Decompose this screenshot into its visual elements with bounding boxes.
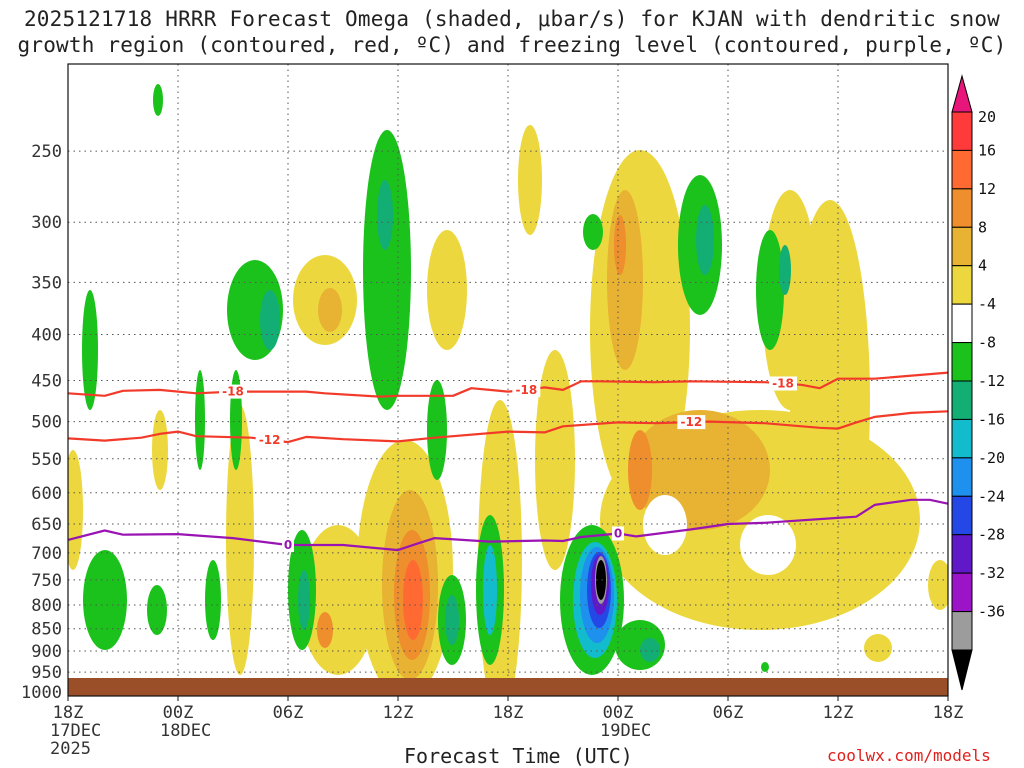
contour-line-0: [67, 498, 949, 552]
x-tick-label: 06Z: [713, 703, 744, 723]
colorbar-legend: 20 16 12 8 4 -4 -8 -12 -16 -20 -24 -28 -32 -36: [951, 74, 1005, 691]
colorbar-bottom-triangle: [951, 649, 973, 691]
y-tick-label: 600: [31, 484, 62, 504]
contour-line--12: [67, 410, 949, 444]
chart-title: 2025121718 HRRR Forecast Omega (shaded, …: [0, 6, 1024, 58]
ground-surface: [68, 678, 948, 696]
colorbar-swatch: [951, 265, 973, 305]
x-tick-year: 2025: [50, 739, 91, 759]
title-line-2: growth region (contoured, red, ºC) and f…: [17, 33, 1007, 57]
y-tick-label: 650: [31, 515, 62, 535]
omega-shading: [68, 84, 948, 696]
colorbar-swatch: [951, 303, 973, 344]
colorbar-swatch: [951, 342, 973, 382]
colorbar-label: -28: [978, 526, 1005, 544]
x-tick-label: 00Z: [603, 703, 634, 723]
x-tick-label: 18Z: [493, 703, 524, 723]
contour-label-bg: [282, 538, 294, 553]
y-tick-label: 400: [31, 326, 62, 346]
contour-label-bg: [677, 415, 706, 430]
y-tick-label: 550: [31, 450, 62, 470]
contour-label: -18: [772, 377, 794, 391]
colorbar-label: -16: [978, 410, 1005, 428]
x-tick-date: 19DEC: [600, 721, 651, 741]
title-line-1: 2025121718 HRRR Forecast Omega (shaded, …: [23, 7, 1001, 31]
x-tick-label: 06Z: [273, 703, 304, 723]
colorbar-label: -20: [978, 449, 1005, 467]
colorbar-label: 8: [978, 218, 987, 236]
colorbar-top-triangle: [951, 74, 973, 113]
x-tick-label: 18Z: [53, 703, 84, 723]
colorbar-swatch: [951, 111, 973, 151]
colorbar-swatch: [951, 457, 973, 497]
colorbar-label: 20: [978, 108, 996, 126]
y-tick-label: 250: [31, 142, 62, 162]
colorbar-swatch: [951, 418, 973, 459]
colorbar-swatch: [951, 149, 973, 190]
credit-link[interactable]: coolwx.com/models: [827, 746, 991, 765]
colorbar-swatch: [951, 188, 973, 228]
y-tick-label: 700: [31, 544, 62, 564]
y-tick-label: 800: [31, 596, 62, 616]
colorbar-label: -8: [978, 334, 996, 352]
y-tick-label: 450: [31, 371, 62, 391]
x-tick-label: 00Z: [163, 703, 194, 723]
contour-label-bg: [512, 382, 541, 397]
x-tick-date: 17DEC: [50, 721, 101, 741]
contour-lines: -18 -18 -18 -12 -12 0 0: [67, 371, 949, 553]
y-tick-label: 750: [31, 571, 62, 591]
y-tick-label: 850: [31, 620, 62, 640]
y-tick-label: 950: [31, 663, 62, 683]
colorbar-swatch: [951, 380, 973, 420]
contour-label: 0: [614, 526, 622, 540]
contour-label-bg: [219, 384, 247, 399]
colorbar-label: 12: [978, 180, 996, 198]
contour-label: -18: [222, 385, 244, 399]
contour-label-bg: [769, 376, 797, 391]
colorbar-swatch: [951, 534, 973, 574]
colorbar-swatch: [951, 226, 973, 267]
x-tick-date: 18DEC: [160, 721, 211, 741]
colorbar-swatch: [951, 572, 973, 613]
contour-label: -12: [259, 433, 281, 447]
contour-label: 0: [284, 538, 292, 552]
x-tick-label: 12Z: [383, 703, 414, 723]
colorbar-label: 16: [978, 141, 996, 159]
y-tick-label: 350: [31, 273, 62, 293]
y-tick-label: 1000: [21, 683, 62, 703]
x-tick-label: 18Z: [933, 703, 964, 723]
contour-label-bg: [255, 432, 284, 447]
y-tick-label: 900: [31, 642, 62, 662]
contour-label: -18: [515, 383, 537, 397]
y-axis: 2503003504004505005506006507007508008509…: [21, 142, 62, 703]
colorbar-label: 4: [978, 257, 987, 275]
contour-label-bg: [612, 526, 624, 541]
contour-label: -12: [680, 415, 702, 429]
colorbar-label: -4: [978, 295, 996, 313]
colorbar-label: -36: [978, 603, 1005, 621]
x-tick-label: 12Z: [823, 703, 854, 723]
colorbar-label: -12: [978, 372, 1005, 390]
colorbar-swatch: [951, 611, 973, 651]
y-tick-label: 300: [31, 213, 62, 233]
y-tick-label: 500: [31, 413, 62, 433]
x-axis-title: Forecast Time (UTC): [404, 744, 633, 768]
colorbar-label: -24: [978, 487, 1005, 505]
colorbar-swatch: [951, 495, 973, 536]
colorbar-label: -32: [978, 564, 1005, 582]
